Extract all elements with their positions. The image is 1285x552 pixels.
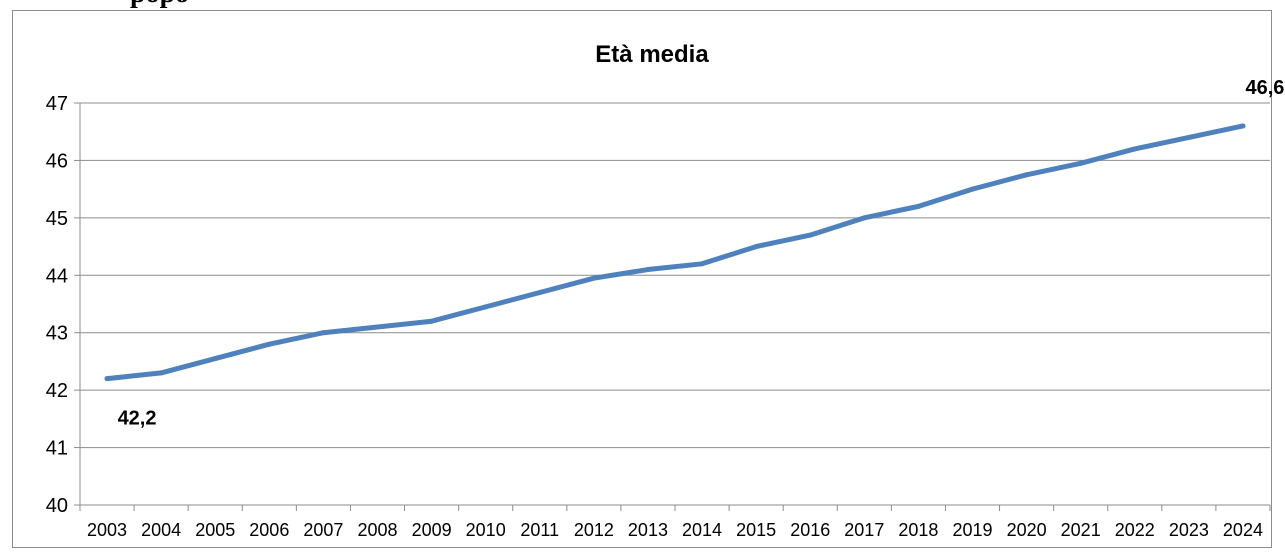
data-point-2022 — [1132, 146, 1138, 152]
data-point-2014 — [699, 261, 705, 267]
data-point-2009 — [429, 318, 435, 324]
x-tick-label-2007: 2007 — [303, 520, 343, 540]
data-label-2024: 46,6 — [1245, 77, 1284, 99]
y-tick-label-44: 44 — [46, 265, 68, 287]
x-tick-label-2023: 2023 — [1169, 520, 1209, 540]
x-tick-label-2018: 2018 — [898, 520, 938, 540]
data-point-2010 — [483, 304, 489, 310]
data-point-2017 — [861, 215, 867, 221]
data-point-2013 — [645, 267, 651, 273]
x-tick-label-2013: 2013 — [628, 520, 668, 540]
data-point-2011 — [537, 290, 543, 296]
data-point-2018 — [915, 203, 921, 209]
series-group — [104, 123, 1246, 382]
x-tick-label-2004: 2004 — [141, 520, 181, 540]
series-line-0 — [104, 123, 1246, 382]
y-tick-label-42: 42 — [46, 380, 68, 402]
x-tick-label-2022: 2022 — [1115, 520, 1155, 540]
x-tick-label-2008: 2008 — [357, 520, 397, 540]
data-point-2015 — [753, 244, 759, 250]
data-point-2007 — [320, 330, 326, 336]
x-tick-label-2014: 2014 — [682, 520, 722, 540]
data-point-2005 — [212, 356, 218, 362]
x-tick-label-2024: 2024 — [1223, 520, 1263, 540]
data-point-2003 — [104, 376, 110, 382]
x-tick-label-2019: 2019 — [952, 520, 992, 540]
x-tick-label-2021: 2021 — [1061, 520, 1101, 540]
data-point-2023 — [1186, 134, 1192, 140]
data-point-2021 — [1078, 160, 1084, 166]
y-tick-label-46: 46 — [46, 150, 68, 172]
chart-title: Età media — [595, 41, 709, 68]
data-point-2019 — [970, 186, 975, 192]
chart-frame — [12, 10, 1272, 548]
x-tick-label-2005: 2005 — [195, 520, 235, 540]
x-tick-label-2012: 2012 — [574, 520, 614, 540]
data-point-2008 — [375, 324, 380, 330]
data-point-2012 — [591, 275, 597, 281]
x-tick-labels: 2003 2004 2005 2006 2007 2008 2009 2010 2011 2012… — [87, 520, 1263, 540]
data-point-2024 — [1240, 123, 1246, 129]
y-tick-label-45: 45 — [46, 208, 68, 230]
y-tick-label-41: 41 — [46, 438, 68, 460]
x-tick-label-2011: 2011 — [520, 520, 559, 540]
x-tick-label-2003: 2003 — [87, 520, 127, 540]
axes — [74, 102, 1271, 511]
x-tick-label-2015: 2015 — [736, 520, 776, 540]
y-tick-labels: 40 41 42 43 44 45 46 47 — [46, 93, 68, 517]
x-tick-label-2017: 2017 — [844, 520, 884, 540]
x-tick-label-2009: 2009 — [412, 520, 452, 540]
data-labels: 42,2 46,6 — [118, 77, 1285, 430]
y-tick-label-43: 43 — [46, 323, 68, 345]
data-point-2006 — [266, 341, 272, 347]
data-point-2004 — [158, 370, 164, 376]
y-tick-label-47: 47 — [46, 93, 68, 115]
data-label-2003: 42,2 — [118, 408, 157, 430]
x-tick-label-2016: 2016 — [790, 520, 830, 540]
data-point-2016 — [807, 232, 813, 238]
x-tick-label-2020: 2020 — [1007, 520, 1047, 540]
data-point-2020 — [1024, 172, 1030, 178]
x-tick-label-2006: 2006 — [249, 520, 289, 540]
x-tick-label-2010: 2010 — [466, 520, 506, 540]
grid-lines — [80, 102, 1270, 449]
y-tick-label-40: 40 — [46, 495, 68, 517]
